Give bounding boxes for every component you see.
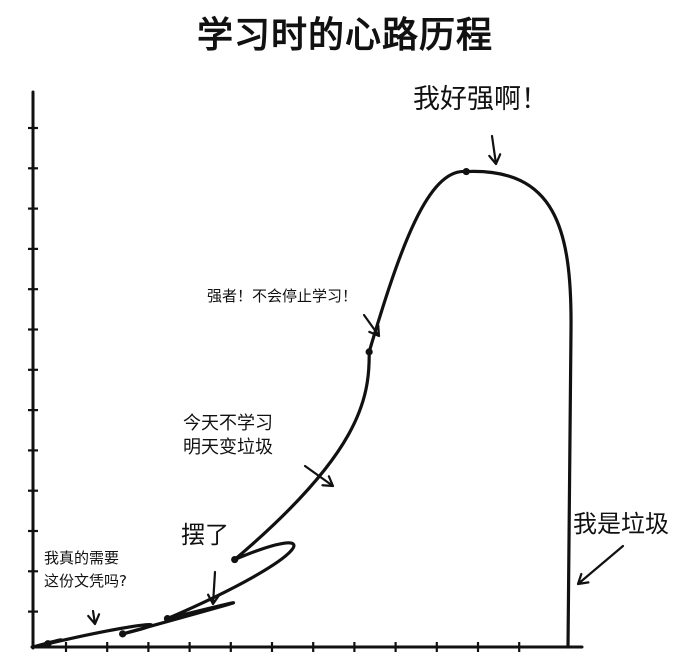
annotation-arrow (488, 134, 502, 166)
annotation-im-trash: 我是垃圾 (573, 509, 669, 539)
annotation-study-today: 今天不学习 明天变垃圾 (183, 412, 273, 460)
annotation-give-up: 摆了 (181, 520, 229, 550)
annotation-line: 我真的需要 (44, 549, 120, 567)
annotation-line: 这份文凭吗? (44, 572, 127, 590)
annotation-arrow (87, 609, 101, 626)
annotation-arrow (576, 544, 625, 586)
annotation-strong-never-stop: 强者！不会停止学习！ (207, 285, 357, 308)
data-point (163, 614, 172, 623)
annotation-line: 今天不学习 (183, 413, 273, 434)
data-point (365, 348, 373, 356)
data-point (44, 640, 52, 648)
annotation-line: 摆了 (181, 521, 229, 549)
annotation-line: 我是垃圾 (573, 510, 669, 538)
chart-title: 学习时的心路历程 (196, 15, 493, 56)
annotation-arrow (206, 570, 221, 606)
data-point (231, 555, 239, 564)
annotation-line: 明天变垃圾 (183, 437, 273, 458)
annotation-arrow (303, 464, 335, 488)
data-point (462, 167, 470, 176)
annotation-degree-doubt: 我真的需要 这份文凭吗? (44, 547, 127, 593)
annotation-line: 强者！不会停止学习！ (207, 287, 358, 305)
annotation-im-so-strong: 我好强啊！ (413, 84, 548, 116)
data-point (119, 630, 127, 638)
annotation-arrow (362, 313, 381, 338)
annotation-line: 我好强啊！ (413, 84, 548, 115)
